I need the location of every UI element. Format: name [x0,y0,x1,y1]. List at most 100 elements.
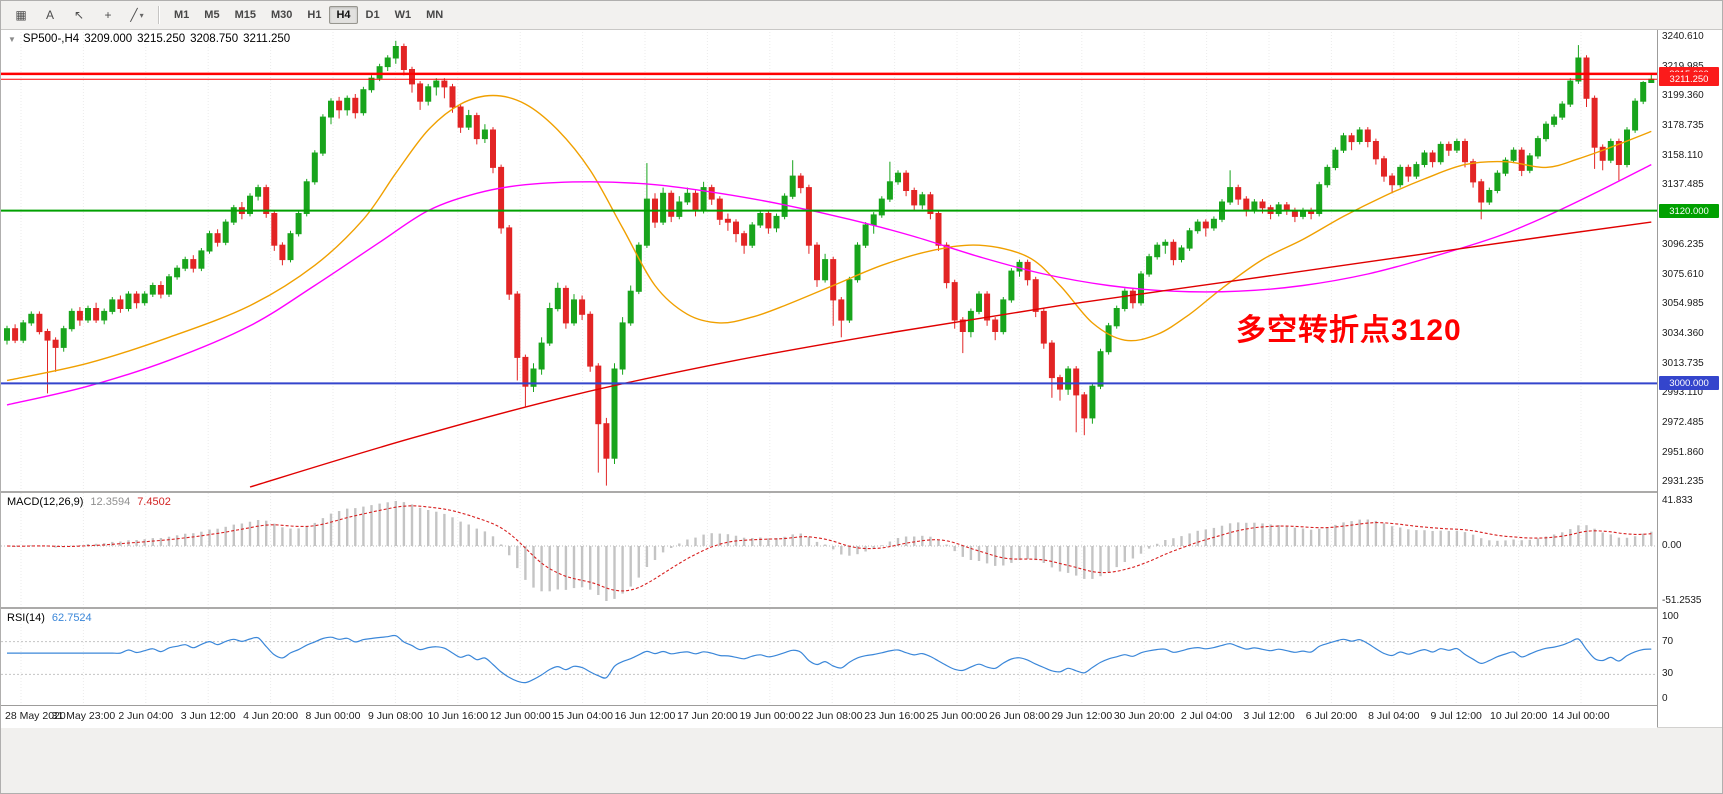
symbol-period-label: SP500-,H4 [22,33,80,45]
timeframe-m15[interactable]: M15 [234,9,256,21]
panel-splitter-rsi[interactable] [1,607,1722,609]
ohlc-low: 3208.750 [190,33,239,45]
time-axis-label: 9 Jul 12:00 [1430,710,1482,722]
ohlc-close: 3211.250 [243,33,291,45]
grid-layer [20,29,1582,491]
price-axis-label: 2972.485 [1662,417,1704,428]
timeframe-buttons: M1 M5 M15 M30 H1 H4 D1 W1 MN [167,6,450,24]
price-axis-label: 3013.735 [1662,358,1704,369]
price-axis-label: 3219.985 [1662,61,1704,72]
price-axis-label: 2951.860 [1662,447,1704,458]
dropdown-arrow-icon: ▾ [139,10,144,20]
timeframe-m1[interactable]: M1 [174,9,190,21]
time-axis-label: 2 Jul 04:00 [1180,710,1233,722]
timeframe-h4[interactable]: H4 [329,6,358,24]
timeframe-m30[interactable]: M30 [270,9,293,21]
chart-text-annotation[interactable]: 多空转折点3120 [1236,314,1462,347]
time-axis-label: 10 Jul 20:00 [1489,710,1548,722]
window-empty-area [1,727,1722,793]
grid-layer [20,609,1582,705]
rsi-axis-label: 30 [1662,668,1674,679]
time-axis-label: 8 Jun 00:00 [305,710,361,722]
crosshair-icon[interactable]: + [104,8,112,22]
main-chart-panel[interactable]: ▼ SP500-,H4 3209.000 3215.250 3208.750 3… [1,29,1657,491]
rsi-axis-label: 100 [1662,611,1679,622]
rsi-label: RSI(14) [7,612,45,624]
time-axis-label: 2 Jun 04:00 [118,710,174,722]
price-axis-label: 3158.110 [1662,150,1703,161]
panel-splitter-macd[interactable] [1,491,1722,493]
time-axis-label: 17 Jun 20:00 [677,710,738,722]
candles-layer [4,40,1655,486]
macd-panel[interactable]: MACD(12,26,9) 12.3594 7.4502 [1,493,1657,607]
time-axis-label: 4 Jun 20:00 [243,710,299,722]
time-axis-label: 8 Jul 04:00 [1368,710,1420,722]
ohlc-high: 3215.250 [137,33,186,45]
timeframe-mn[interactable]: MN [426,9,444,21]
cursor-icon[interactable]: ↖ [73,8,85,22]
macd-axis-label: 0.00 [1662,540,1682,551]
time-axis[interactable]: 28 May 2020 31 May 23:00 2 Jun 04:00 3 Jun … [1,705,1657,728]
ohlc-open: 3209.000 [84,33,133,45]
price-axis-label: 3034.360 [1662,328,1704,339]
rsi-header: RSI(14) 62.7524 [7,612,92,624]
time-axis-label: 15 Jun 04:00 [552,710,613,722]
time-axis-label: 3 Jul 12:00 [1243,710,1295,722]
macd-label: MACD(12,26,9) [7,496,84,508]
macd-main-value: 12.3594 [90,496,131,508]
price-axis-label: 3178.735 [1662,120,1704,131]
time-axis-label: 30 Jun 20:00 [1113,710,1175,722]
time-axis-label: 9 Jun 08:00 [367,710,423,722]
time-axis-label: 26 Jun 08:00 [989,710,1050,722]
timeframe-d1[interactable]: D1 [365,9,380,21]
time-axis-label: 3 Jun 12:00 [180,710,236,722]
moving-averages-layer [6,94,1652,488]
macd-header: MACD(12,26,9) 12.3594 7.4502 [7,496,171,508]
timeframe-h1[interactable]: H1 [307,9,322,21]
timeframe-w1[interactable]: W1 [394,9,412,21]
time-axis-label: 28 May 2020 [5,710,66,722]
rsi-line [7,634,1652,684]
price-axis[interactable]: 3240.610 3219.985 3199.360 3178.735 3158.110… [1657,29,1722,727]
price-axis-label: 3096.235 [1662,239,1704,250]
price-axis-label: 3137.485 [1662,179,1704,190]
grid-layer [20,493,1582,607]
time-axis-label: 14 Jul 00:00 [1552,710,1610,722]
macd-signal-line [6,505,1652,592]
time-axis-label: 19 Jun 00:00 [739,710,801,722]
rsi-canvas[interactable] [1,609,1657,705]
price-badge-3120.000: 3120.000 [1659,204,1719,218]
time-axis-label: 6 Jul 20:00 [1305,710,1358,722]
ma-slow-line [249,221,1652,488]
toolbar-icons-group: ▦ A ↖ + ╱ ▾ [7,4,151,26]
chart-header: ▼ SP500-,H4 3209.000 3215.250 3208.750 3… [8,33,290,45]
macd-axis-label: 41.833 [1662,495,1693,506]
toolbar: ▦ A ↖ + ╱ ▾ M1 M5 M15 M30 H1 H4 D1 W1 MN [1,1,1722,30]
timeframe-m5[interactable]: M5 [204,9,220,21]
time-axis-label: 31 May 23:00 [51,710,116,722]
time-axis-label: 12 Jun 00:00 [489,710,551,722]
main-chart-canvas[interactable] [1,29,1657,491]
text-label-icon[interactable]: A [45,8,54,22]
time-axis-label: 25 Jun 00:00 [926,710,988,722]
macd-canvas[interactable] [1,493,1657,607]
price-axis-label: 2931.235 [1662,476,1704,487]
rsi-axis-label: 70 [1662,636,1674,647]
rsi-value: 62.7524 [51,612,92,624]
time-axis-label: 29 Jun 12:00 [1051,710,1113,722]
rsi-panel[interactable]: RSI(14) 62.7524 [1,609,1657,705]
price-badge-3211.250: 3211.250 [1659,72,1719,86]
one-click-trading-expander[interactable]: ▼ [8,34,16,44]
price-axis-label: 3240.610 [1662,31,1704,42]
price-badge-3000.000: 3000.000 [1659,376,1719,390]
price-axis-label: 3075.610 [1662,269,1704,280]
horizontal-lines-layer [1,72,1657,385]
time-axis-label: 22 Jun 08:00 [801,710,863,722]
time-axis-label: 10 Jun 16:00 [427,710,489,722]
chart-window-icon[interactable]: ▦ [15,8,27,22]
price-axis-label: 3054.985 [1662,298,1704,309]
time-axis-label: 23 Jun 16:00 [864,710,925,722]
time-axis-label: 16 Jun 12:00 [614,710,676,722]
line-studies-icon[interactable]: ╱ ▾ [130,8,144,22]
